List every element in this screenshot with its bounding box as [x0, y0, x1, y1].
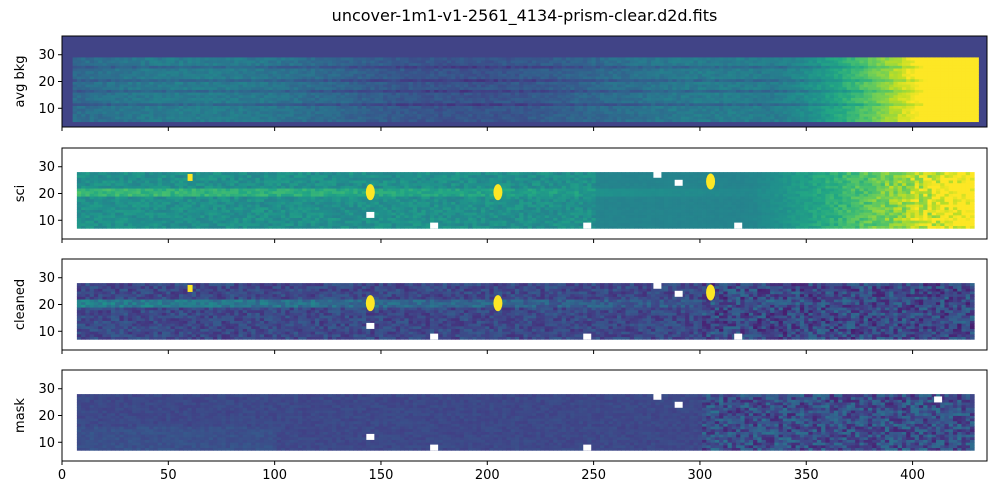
emission-blob	[706, 284, 716, 301]
y-tick: 10	[38, 102, 62, 117]
emission-dot	[187, 284, 193, 292]
masked-pixel	[674, 290, 683, 297]
x-tick: 50	[160, 461, 177, 483]
emission-blob	[365, 295, 375, 312]
y-tick-label: 20	[38, 187, 55, 202]
masked-pixel	[430, 222, 439, 229]
heatmap-image-2	[76, 282, 975, 340]
y-tick-label: 30	[38, 48, 55, 63]
x-tick: 100	[262, 461, 287, 483]
masked-pixel	[653, 282, 662, 289]
x-tick-label: 200	[475, 468, 500, 483]
y-axis-label: mask	[13, 398, 28, 433]
y-tick-label: 20	[38, 298, 55, 313]
y-tick: 20	[38, 298, 62, 313]
x-tick-label: 150	[369, 468, 394, 483]
masked-pixel	[366, 211, 375, 218]
y-axis-label: cleaned	[13, 279, 28, 330]
heatmap-image-1	[76, 171, 975, 229]
emission-dot	[187, 173, 193, 181]
y-tick-label: 30	[38, 382, 55, 397]
x-tick-label: 400	[900, 468, 925, 483]
y-tick: 20	[38, 409, 62, 424]
x-tick: 0	[58, 461, 66, 483]
y-tick: 30	[38, 160, 62, 175]
masked-pixel	[934, 396, 943, 403]
masked-pixel	[583, 222, 592, 229]
masked-pixel	[674, 401, 683, 408]
y-tick-label: 10	[38, 436, 55, 451]
y-axis-label: sci	[13, 185, 28, 203]
x-tick-label: 250	[581, 468, 606, 483]
y-tick: 30	[38, 271, 62, 286]
y-tick-label: 30	[38, 160, 55, 175]
panel-mask: 10 20 30 mask 0 50 100 150 200 250 300 350 400	[13, 369, 988, 483]
emission-blob	[493, 184, 503, 201]
x-tick-label: 350	[794, 468, 819, 483]
y-tick-label: 10	[38, 325, 55, 340]
heatmap-image-0	[62, 36, 987, 127]
masked-pixel	[366, 322, 375, 329]
heatmap-image-3	[76, 393, 975, 451]
y-axis-label: avg bkg	[13, 55, 28, 107]
panel-cleaned: 10 20 30 cleaned	[13, 258, 988, 354]
y-tick-label: 20	[38, 409, 55, 424]
y-tick-label: 10	[38, 102, 55, 117]
y-tick: 10	[38, 325, 62, 340]
x-tick-label: 0	[58, 468, 66, 483]
masked-pixel	[674, 179, 683, 186]
x-tick: 350	[794, 461, 819, 483]
masked-pixel	[734, 222, 743, 229]
figure-title: uncover-1m1-v1-2561_4134-prism-clear.d2d…	[331, 6, 718, 25]
masked-pixel	[430, 444, 439, 451]
masked-pixel	[583, 333, 592, 340]
panel-avg-bkg: 10 20 30 avg bkg	[13, 35, 988, 131]
x-tick: 300	[688, 461, 713, 483]
y-tick: 20	[38, 187, 62, 202]
masked-pixel	[734, 333, 743, 340]
y-tick-label: 20	[38, 75, 55, 90]
y-tick-label: 10	[38, 214, 55, 229]
masked-pixel	[366, 433, 375, 440]
masked-pixel	[583, 444, 592, 451]
x-tick: 250	[581, 461, 606, 483]
x-tick: 200	[475, 461, 500, 483]
masked-pixel	[430, 333, 439, 340]
x-tick-label: 300	[688, 468, 713, 483]
y-tick: 30	[38, 382, 62, 397]
panel-sci: 10 20 30 sci	[13, 147, 988, 243]
y-tick: 10	[38, 436, 62, 451]
y-tick: 30	[38, 48, 62, 63]
x-tick: 400	[900, 461, 925, 483]
x-tick-label: 100	[262, 468, 287, 483]
emission-blob	[493, 295, 503, 312]
y-tick-label: 30	[38, 271, 55, 286]
masked-pixel	[653, 393, 662, 400]
emission-blob	[365, 184, 375, 201]
masked-pixel	[653, 171, 662, 178]
x-tick: 150	[369, 461, 394, 483]
y-tick: 20	[38, 75, 62, 90]
y-tick: 10	[38, 214, 62, 229]
x-tick-label: 50	[160, 468, 177, 483]
emission-blob	[706, 173, 716, 190]
